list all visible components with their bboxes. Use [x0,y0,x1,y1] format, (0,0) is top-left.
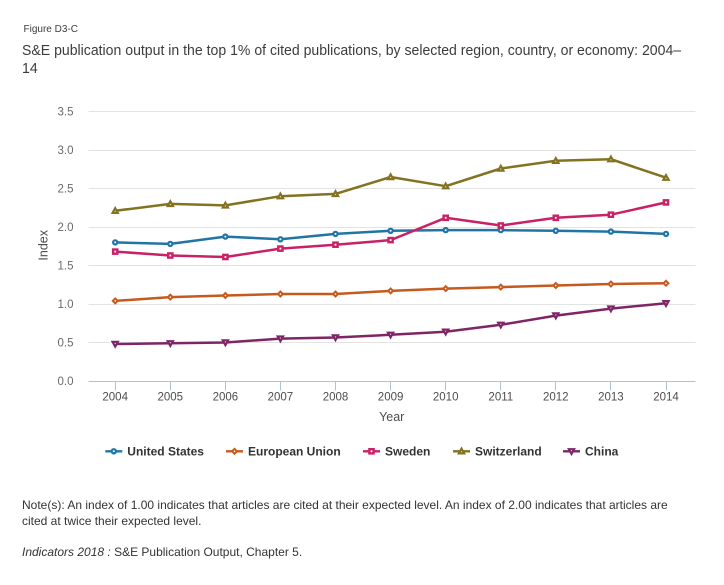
svg-text:Sweden: Sweden [385,445,430,459]
svg-text:2014: 2014 [653,392,679,404]
svg-text:1.5: 1.5 [58,261,74,273]
svg-text:2010: 2010 [433,392,459,404]
svg-text:2007: 2007 [268,392,294,404]
svg-text:2011: 2011 [488,392,513,404]
svg-text:3.5: 3.5 [58,107,74,119]
svg-text:2008: 2008 [323,392,349,404]
svg-text:2.5: 2.5 [58,184,74,196]
svg-text:0.5: 0.5 [58,338,74,350]
svg-text:European Union: European Union [248,445,341,459]
svg-text:2005: 2005 [158,392,184,404]
svg-text:Year: Year [379,410,404,424]
svg-text:1.0: 1.0 [58,299,74,311]
svg-text:2.0: 2.0 [58,222,74,234]
svg-text:3.0: 3.0 [58,145,74,157]
svg-text:United States: United States [127,445,204,459]
svg-text:China: China [585,445,619,459]
svg-text:2006: 2006 [213,392,239,404]
svg-text:2013: 2013 [598,392,624,404]
svg-text:2009: 2009 [378,392,404,404]
svg-text:2012: 2012 [543,392,569,404]
svg-text:Switzerland: Switzerland [475,445,542,459]
svg-text:2004: 2004 [102,392,128,404]
svg-text:0.0: 0.0 [58,376,74,388]
svg-text:Index: Index [36,229,50,260]
